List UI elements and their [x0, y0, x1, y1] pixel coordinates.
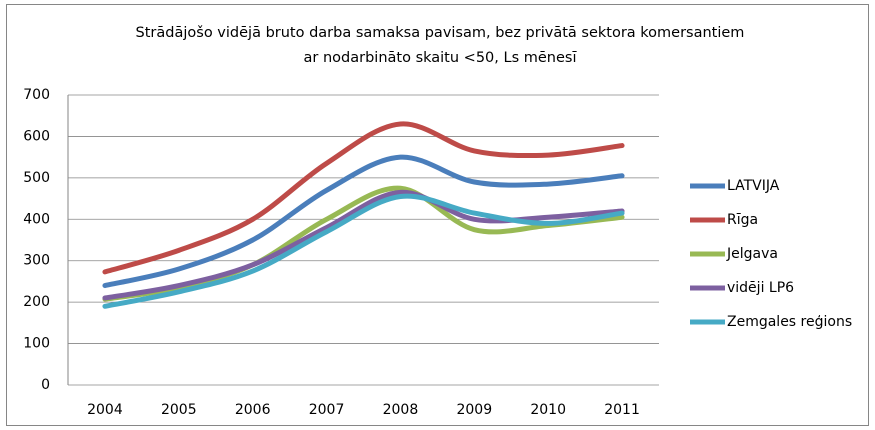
y-tick-label: 700 — [23, 87, 50, 103]
x-tick-label: 2009 — [456, 402, 492, 418]
legend-label: LATVIJA — [727, 178, 780, 194]
chart-title: ar nodarbināto skaitu <50, Ls mēnesī — [304, 50, 578, 66]
y-tick-label: 200 — [23, 294, 50, 310]
chart-title: Strādājošo vidējā bruto darba samaksa pa… — [136, 25, 745, 41]
legend-label: Rīga — [727, 212, 758, 228]
series-line — [102, 193, 625, 309]
series-line — [102, 189, 625, 301]
x-tick-label: 2011 — [604, 402, 640, 418]
series-line — [102, 121, 625, 275]
x-tick-label: 2008 — [383, 402, 419, 418]
y-tick-label: 500 — [23, 170, 50, 186]
x-tick-label: 2006 — [235, 402, 271, 418]
x-tick-label: 2007 — [309, 402, 345, 418]
y-tick-label: 300 — [23, 253, 50, 269]
y-tick-label: 100 — [23, 336, 50, 352]
y-tick-label: 600 — [23, 128, 50, 144]
x-tick-label: 2004 — [87, 402, 123, 418]
legend-label: Jelgava — [726, 246, 778, 262]
chart-frame — [6, 4, 869, 426]
y-tick-label: 400 — [23, 211, 50, 227]
x-tick-label: 2010 — [530, 402, 566, 418]
x-tick-label: 2005 — [161, 402, 197, 418]
legend-label: vidēji LP6 — [727, 280, 794, 296]
y-tick-label: 0 — [41, 377, 50, 393]
legend-label: Zemgales reģions — [727, 314, 852, 330]
series-line — [102, 154, 625, 289]
